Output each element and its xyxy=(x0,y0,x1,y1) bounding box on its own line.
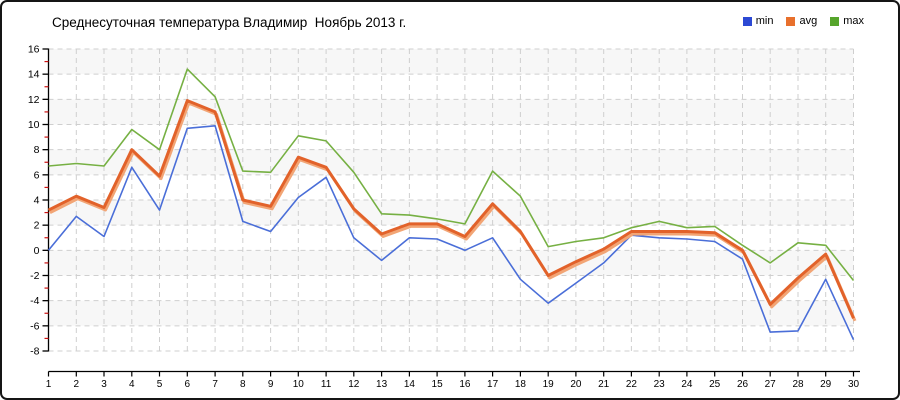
legend-item-min: min xyxy=(742,15,774,27)
x-tick-label: 4 xyxy=(129,379,135,390)
x-tick-label: 26 xyxy=(737,379,749,390)
x-tick-label: 27 xyxy=(765,379,777,390)
legend-label-min: min xyxy=(755,15,774,27)
y-tick-label: 16 xyxy=(28,44,40,56)
plot-band xyxy=(48,325,854,351)
y-tick-label: 12 xyxy=(28,94,40,106)
plot-band xyxy=(48,300,854,326)
x-tick-label: 6 xyxy=(185,379,191,390)
x-tick-label: 8 xyxy=(240,379,246,390)
x-tick-label: 3 xyxy=(101,379,107,390)
x-tick-label: 14 xyxy=(404,379,416,390)
x-tick-label: 2 xyxy=(74,379,80,390)
x-tick-label: 12 xyxy=(348,379,360,390)
chart-title: Среднесуточная температура Владимир Нояб… xyxy=(52,15,407,30)
x-tick-label: 7 xyxy=(212,379,218,390)
y-tick-label: 6 xyxy=(34,169,40,181)
x-tick-label: 19 xyxy=(543,379,555,390)
y-tick-label: 4 xyxy=(34,195,40,207)
y-tick-label: 10 xyxy=(28,119,40,131)
legend-item-avg: avg xyxy=(786,15,817,27)
x-tick-label: 9 xyxy=(268,379,274,390)
plot-band xyxy=(48,124,854,150)
y-tick-label: 0 xyxy=(34,245,40,257)
x-tick-label: 24 xyxy=(681,379,693,390)
plot-band xyxy=(48,149,854,175)
y-tick-label: -2 xyxy=(30,270,39,282)
series-max-line xyxy=(48,68,855,281)
x-tick-label: 30 xyxy=(848,379,860,390)
plot-band xyxy=(48,174,854,200)
x-tick-label: 13 xyxy=(376,379,388,390)
x-tick-label: 28 xyxy=(792,379,804,390)
x-tick-label: 22 xyxy=(626,379,638,390)
x-tick-label: 29 xyxy=(820,379,832,390)
series-min-line xyxy=(47,125,855,341)
x-tick-label: 18 xyxy=(515,379,527,390)
x-tick-label: 11 xyxy=(321,379,332,390)
x-tick-label: 10 xyxy=(293,379,305,390)
plot-band xyxy=(48,250,854,276)
plot-band xyxy=(48,74,854,100)
y-tick-label: -8 xyxy=(30,346,39,358)
plot-band xyxy=(48,49,854,75)
y-tick-label: -4 xyxy=(30,295,39,307)
legend-label-max: max xyxy=(843,15,864,27)
x-tick-label: 15 xyxy=(432,379,444,390)
plot-band xyxy=(48,275,854,301)
x-tick-label: 25 xyxy=(709,379,721,390)
y-tick-label: 14 xyxy=(28,69,40,81)
y-tick-label: 2 xyxy=(34,220,40,232)
legend-label-avg: avg xyxy=(799,15,818,27)
x-tick-label: 20 xyxy=(570,379,582,390)
x-tick-label: 17 xyxy=(487,379,499,390)
y-tick-label: -6 xyxy=(30,320,39,332)
series-avg-line xyxy=(47,99,855,319)
min-color-swatch-icon xyxy=(742,16,752,26)
legend: min avg max xyxy=(742,15,864,27)
y-tick-label: 8 xyxy=(34,144,40,156)
x-tick-label: 5 xyxy=(157,379,163,390)
legend-item-max: max xyxy=(830,15,864,27)
x-tick-label: 21 xyxy=(598,379,610,390)
x-tick-label: 1 xyxy=(46,379,52,390)
max-color-swatch-icon xyxy=(830,16,840,26)
x-tick-label: 23 xyxy=(654,379,666,390)
avg-color-swatch-icon xyxy=(786,16,796,26)
x-tick-label: 16 xyxy=(459,379,471,390)
